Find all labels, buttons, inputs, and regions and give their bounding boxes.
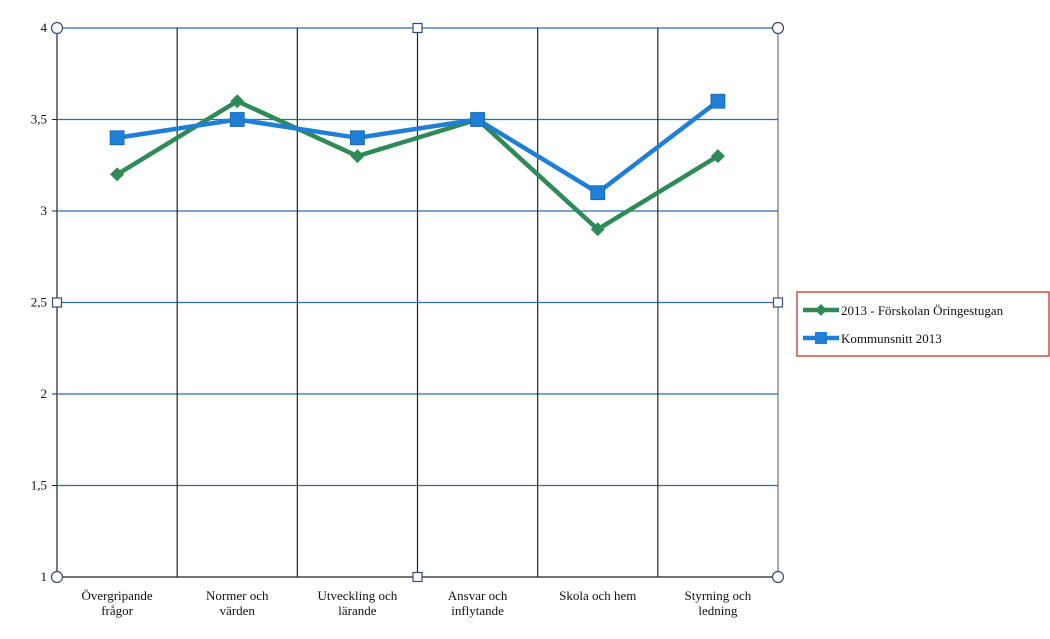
x-category-label-line: inflytande [451,603,504,618]
corner-resize-handle[interactable] [771,21,785,35]
data-point-series-2 [710,93,726,109]
y-tick-label: 1,5 [31,478,47,493]
y-tick-label: 2 [41,386,48,401]
y-axis-tick-labels: 1 1,5 2 2,5 3 3,5 4 [31,20,48,584]
data-point-series-1 [590,222,605,237]
category-dividers [176,28,659,577]
x-category-label: Skola och hem [559,588,636,603]
series-line-2 [114,98,721,195]
data-point-series-2 [470,112,485,127]
edge-resize-handle[interactable] [772,297,784,308]
y-tick-label: 4 [41,20,48,35]
series-line-1 [114,98,721,232]
x-category-label-line: lärande [338,603,376,618]
data-point-series-1 [710,149,725,164]
data-point-series-1 [110,167,125,182]
data-point-series-2 [590,185,606,201]
y-tick-label: 1 [41,569,48,584]
legend-entry-2: Kommunsnitt 2013 [803,331,942,346]
data-point-series-1 [350,149,365,164]
data-point-series-2 [350,130,365,146]
y-tick-label: 2,5 [31,295,47,310]
x-category-label-line: ledning [698,603,737,618]
legend: 2013 - Förskolan Öringestugan Kommunsnitt… [796,291,1050,357]
legend-label: 2013 - Förskolan Öringestugan [841,303,1004,318]
corner-resize-handle[interactable] [50,570,64,584]
legend-swatch-marker [815,304,827,316]
legend-entry-1: 2013 - Förskolan Öringestugan [803,303,1004,318]
legend-box [796,291,1050,357]
y-tick-label: 3 [41,203,48,218]
legend-swatch-marker [815,332,827,344]
corner-resize-handle[interactable] [771,570,785,584]
x-category-label-line: värden [220,603,256,618]
selection-handles[interactable] [50,21,785,584]
x-category-label-line: Styrning och [685,588,752,603]
data-point-series-2 [109,130,125,146]
x-category-label-line: Ansvar och [448,588,508,603]
legend-label: Kommunsnitt 2013 [841,331,942,346]
edge-resize-handle[interactable] [51,297,63,308]
data-point-series-1 [230,94,245,109]
edge-resize-handle[interactable] [412,22,423,34]
x-category-label-line: Normer och [206,588,269,603]
horizontal-gridlines [52,27,778,578]
x-category-label-line: frågor [101,603,133,618]
series-lines [114,98,721,232]
y-tick-label: 3,5 [31,112,47,127]
x-category-label-line: Övergripande [81,588,152,603]
x-category-label-line: Utveckling och [318,588,398,603]
x-category-label-line: Skola och hem [559,588,636,603]
corner-resize-handle[interactable] [50,21,64,35]
series-markers [109,93,726,237]
edge-resize-handle[interactable] [412,571,423,583]
data-point-series-2 [229,112,245,127]
